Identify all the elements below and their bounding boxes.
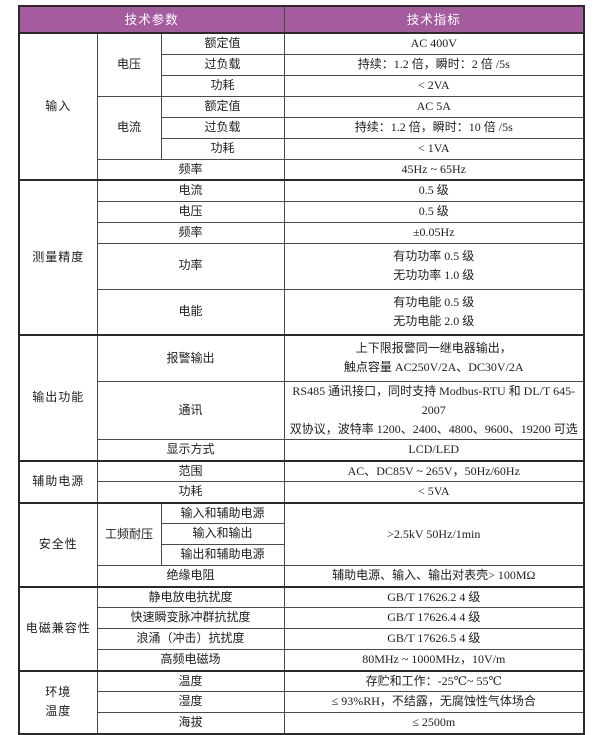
table-row: 绝缘电阻 辅助电源、输入、输出对表壳> 100MΩ (19, 565, 585, 588)
value-cell: 45Hz ~ 65Hz (283, 158, 585, 181)
param-cell: 湿度 (96, 691, 285, 714)
value-cell: AC 400V (283, 32, 585, 55)
table-row: 环境 温度 温度 存贮和工作：-25℃~ 55℃ (18, 669, 585, 735)
value-cell: < 1VA (283, 137, 585, 160)
param-cell: 输出和辅助电源 (160, 544, 285, 567)
value-cell: 存贮和工作：-25℃~ 55℃ (283, 669, 585, 693)
param-cell: 报警输出 (96, 334, 285, 382)
value-cell: GB/T 17626.2 4 级 (283, 585, 585, 609)
param-cell: 额定值 (160, 32, 285, 55)
value-cell: LCD/LED (283, 439, 585, 462)
table-row: 频率 45Hz ~ 65Hz (19, 158, 585, 181)
param-cell: 输入和输出 (160, 523, 285, 546)
table-row: 测量精度 电流 0.5 级 (18, 179, 585, 336)
value-cell: AC、DC85V ~ 265V，50Hz/60Hz (283, 459, 585, 483)
value-cell: 80MHz ~ 1000MHz，10V/m (283, 649, 585, 672)
param-cell: 通讯 (96, 380, 285, 441)
param-cell: 输入和辅助电源 (160, 501, 285, 525)
table-row: 高频电磁场 80MHz ~ 1000MHz，10V/m (19, 649, 585, 672)
table-row: 快速瞬变脉冲群抗扰度 GB/T 17626.4 4 级 (19, 607, 585, 630)
param-cell: 温度 (96, 669, 285, 693)
group-cell: 辅助电源 (18, 459, 98, 504)
value-cell: < 5VA (283, 481, 585, 504)
param-cell: 功耗 (160, 74, 285, 97)
param-cell: 频率 (96, 158, 285, 181)
table-row: 输入 电压 额定值 AC 400V (18, 32, 585, 181)
value-cell: RS485 通讯接口，同时支持 Modbus-RTU 和 DL/T 645-20… (283, 380, 585, 441)
param-cell: 功率 (96, 242, 285, 290)
value-cell: 有功电能 0.5 级 无功电能 2.0 级 (283, 288, 585, 336)
value-cell: GB/T 17626.5 4 级 (283, 628, 585, 651)
table-header: 技术参数 技术指标 (17, 5, 586, 34)
group-cell: 电磁兼容性 (18, 585, 98, 672)
param-cell: 高频电磁场 (96, 649, 285, 672)
param-cell: 过负载 (160, 53, 285, 76)
table-row: 过负载 持续：1.2 倍，瞬时：10 倍 /5s (19, 116, 585, 139)
value-cell: 持续：1.2 倍，瞬时：2 倍 /5s (283, 53, 585, 76)
value-cell: 上下限报警同一继电器输出， 触点容量 AC250V/2A、DC30V/2A (283, 334, 585, 382)
sub-group-cell: 电压 (96, 32, 162, 97)
param-cell: 功耗 (96, 481, 285, 504)
table-row: 湿度 ≤ 93%RH，不结露，无腐蚀性气体场合 (19, 691, 585, 714)
group-cell: 环境 温度 (18, 669, 98, 735)
value-cell: ±0.05Hz (283, 221, 585, 244)
param-cell: 过负载 (160, 116, 285, 139)
table-row: 通讯 RS485 通讯接口，同时支持 Modbus-RTU 和 DL/T 645-… (19, 380, 585, 441)
param-cell: 电能 (96, 288, 285, 336)
table-row: 安全性 工频耐压 输入和辅助电源 >2.5kV 50Hz/1min (18, 501, 585, 588)
param-cell: 海拔 (96, 712, 285, 735)
value-cell: 0.5 级 (283, 200, 585, 223)
value-cell: 持续：1.2 倍，瞬时：10 倍 /5s (283, 116, 585, 139)
value-cell: >2.5kV 50Hz/1min (283, 501, 585, 567)
header-tech-params: 技术参数 (17, 5, 285, 34)
param-cell: 功耗 (160, 137, 285, 160)
table-row: 电磁兼容性 静电放电抗扰度 GB/T 17626.2 4 级 (18, 585, 585, 672)
spec-table: 技术参数 技术指标 输入 电压 额定值 AC 400V 过负载 持续：1.2 倍，瞬时：2… (17, 5, 586, 735)
table-row: 显示方式 LCD/LED (19, 439, 585, 462)
sub-group-cell: 电流 (96, 95, 162, 160)
param-cell: 电压 (96, 200, 285, 223)
param-cell: 静电放电抗扰度 (96, 585, 285, 609)
param-cell: 浪涌（冲击）抗扰度 (96, 628, 285, 651)
table-body: 输入 电压 额定值 AC 400V 过负载 持续：1.2 倍，瞬时：2 倍 /5s 功耗 < … (18, 32, 585, 735)
header-tech-specs: 技术指标 (283, 5, 586, 34)
table-row: 功耗 < 5VA (19, 481, 585, 504)
value-cell: 辅助电源、输入、输出对表壳> 100MΩ (283, 565, 585, 588)
group-cell: 测量精度 (18, 179, 98, 336)
table-row: 海拔 ≤ 2500m (19, 712, 585, 735)
param-cell: 显示方式 (96, 439, 285, 462)
table-row: 浪涌（冲击）抗扰度 GB/T 17626.5 4 级 (19, 628, 585, 651)
param-cell: 绝缘电阻 (96, 565, 285, 588)
table-row: 电流 额定值 AC 5A (19, 95, 585, 160)
value-cell: GB/T 17626.4 4 级 (283, 607, 585, 630)
table-header-row: 技术参数 技术指标 (17, 5, 586, 34)
table-row: 辅助电源 范围 AC、DC85V ~ 265V，50Hz/60Hz (18, 459, 585, 504)
table-row: 功耗 < 2VA (19, 74, 585, 97)
group-cell: 输入 (18, 32, 98, 181)
table-row: 频率 ±0.05Hz (19, 221, 585, 244)
table-row: 输入和输出 (19, 523, 584, 546)
value-cell: AC 5A (283, 95, 585, 118)
param-cell: 电流 (96, 179, 285, 202)
param-cell: 频率 (96, 221, 285, 244)
param-cell: 范围 (96, 459, 285, 483)
value-cell: ≤ 2500m (283, 712, 585, 735)
table-row: 电压 0.5 级 (19, 200, 585, 223)
param-cell: 额定值 (160, 95, 285, 118)
value-cell: 0.5 级 (283, 179, 585, 202)
table-row: 功耗 < 1VA (19, 137, 585, 160)
sub-group-cell: 工频耐压 (96, 501, 162, 567)
param-cell: 快速瞬变脉冲群抗扰度 (96, 607, 285, 630)
table-row: 电能 有功电能 0.5 级 无功电能 2.0 级 (19, 288, 585, 336)
value-cell: 有功功率 0.5 级 无功功率 1.0 级 (283, 242, 585, 290)
group-cell: 输出功能 (18, 334, 98, 462)
group-cell: 安全性 (18, 501, 98, 588)
table-row: 功率 有功功率 0.5 级 无功功率 1.0 级 (19, 242, 585, 290)
value-cell: ≤ 93%RH，不结露，无腐蚀性气体场合 (283, 691, 585, 714)
value-cell: < 2VA (283, 74, 585, 97)
table-row: 输出功能 报警输出 上下限报警同一继电器输出， 触点容量 AC250V/2A、DC3… (18, 334, 585, 462)
